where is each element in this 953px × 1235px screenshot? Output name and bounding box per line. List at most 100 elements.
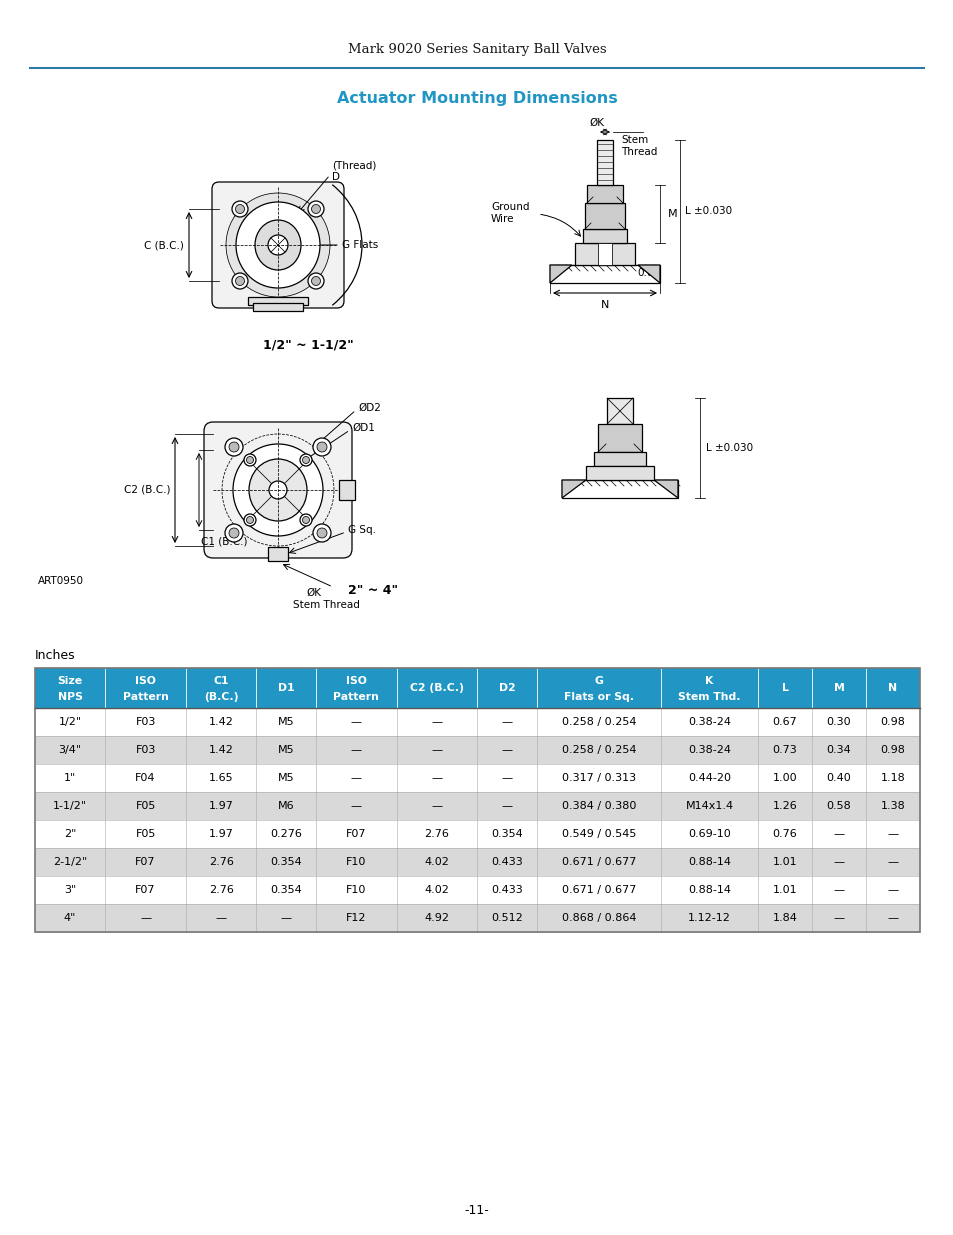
Bar xyxy=(758,820,811,848)
Text: 0.258 / 0.254: 0.258 / 0.254 xyxy=(561,718,636,727)
Text: 0.433: 0.433 xyxy=(491,885,522,895)
Text: Size: Size xyxy=(57,676,83,685)
Text: F04: F04 xyxy=(135,773,155,783)
Text: —: — xyxy=(350,773,361,783)
Text: Pattern: Pattern xyxy=(123,692,169,701)
Text: 1.00: 1.00 xyxy=(772,773,797,783)
Bar xyxy=(477,904,537,932)
Text: 0.58: 0.58 xyxy=(826,802,850,811)
Text: 0.671 / 0.677: 0.671 / 0.677 xyxy=(561,857,636,867)
Text: —: — xyxy=(833,885,843,895)
Bar xyxy=(537,820,660,848)
Text: 0.512: 0.512 xyxy=(491,913,522,923)
Circle shape xyxy=(299,514,312,526)
Bar xyxy=(537,708,660,736)
Text: F07: F07 xyxy=(135,885,155,895)
Circle shape xyxy=(302,516,309,524)
Bar xyxy=(315,848,396,876)
Bar xyxy=(575,243,635,266)
Bar xyxy=(315,668,396,708)
Text: 3/4": 3/4" xyxy=(58,745,82,755)
Text: 0.38-24: 0.38-24 xyxy=(687,745,730,755)
Bar xyxy=(585,466,654,480)
Bar xyxy=(396,848,477,876)
Bar xyxy=(537,904,660,932)
Text: 0.88-14: 0.88-14 xyxy=(687,885,730,895)
Ellipse shape xyxy=(233,445,323,536)
Text: —: — xyxy=(501,745,512,755)
Text: G: G xyxy=(594,676,602,685)
Text: Stem Thread: Stem Thread xyxy=(293,600,359,610)
Circle shape xyxy=(316,529,327,538)
Ellipse shape xyxy=(235,203,319,288)
Text: 0.98: 0.98 xyxy=(880,745,904,755)
Bar xyxy=(865,668,919,708)
Bar xyxy=(477,668,537,708)
Text: 0.354: 0.354 xyxy=(491,829,522,839)
Text: 2.76: 2.76 xyxy=(424,829,449,839)
Bar xyxy=(396,820,477,848)
Text: 0.44-20: 0.44-20 xyxy=(687,773,730,783)
Bar xyxy=(256,792,315,820)
Bar xyxy=(811,668,865,708)
Bar xyxy=(660,792,758,820)
Circle shape xyxy=(229,529,239,538)
Bar xyxy=(186,764,256,792)
Text: L ±0.030: L ±0.030 xyxy=(705,443,752,453)
Bar xyxy=(477,848,537,876)
Text: 2-1/2": 2-1/2" xyxy=(53,857,87,867)
Bar xyxy=(396,668,477,708)
Bar xyxy=(597,140,613,185)
Text: 1.42: 1.42 xyxy=(209,745,233,755)
Text: Thread: Thread xyxy=(620,147,657,157)
Bar xyxy=(396,876,477,904)
Bar xyxy=(253,303,303,311)
Bar xyxy=(256,764,315,792)
Circle shape xyxy=(235,205,244,214)
Bar xyxy=(35,848,105,876)
Text: N: N xyxy=(600,300,609,310)
Circle shape xyxy=(232,201,248,217)
Text: D2: D2 xyxy=(498,683,515,693)
Circle shape xyxy=(302,457,309,463)
Bar xyxy=(477,708,537,736)
FancyBboxPatch shape xyxy=(204,422,352,558)
Bar xyxy=(660,764,758,792)
Text: G Flats: G Flats xyxy=(341,240,377,249)
Text: —: — xyxy=(350,718,361,727)
Text: 2.76: 2.76 xyxy=(209,857,233,867)
Bar xyxy=(811,764,865,792)
Bar xyxy=(338,480,355,500)
Bar xyxy=(550,266,659,283)
Bar xyxy=(865,736,919,764)
Bar xyxy=(660,668,758,708)
Text: 0.88-14: 0.88-14 xyxy=(687,857,730,867)
Text: —: — xyxy=(431,718,442,727)
Bar xyxy=(594,452,645,466)
Bar xyxy=(396,792,477,820)
Circle shape xyxy=(235,277,244,285)
Bar xyxy=(758,792,811,820)
Bar xyxy=(35,708,105,736)
Circle shape xyxy=(316,442,327,452)
Text: F10: F10 xyxy=(346,885,366,895)
Bar xyxy=(105,736,186,764)
Circle shape xyxy=(244,514,255,526)
Bar xyxy=(660,848,758,876)
Text: 4.02: 4.02 xyxy=(424,885,449,895)
Text: —: — xyxy=(431,773,442,783)
Bar xyxy=(537,876,660,904)
Bar xyxy=(598,424,641,452)
Text: 0.258 / 0.254: 0.258 / 0.254 xyxy=(561,745,636,755)
Bar xyxy=(256,668,315,708)
Text: Flats or Sq.: Flats or Sq. xyxy=(563,692,633,701)
Bar xyxy=(477,792,537,820)
Bar xyxy=(477,876,537,904)
Bar xyxy=(105,708,186,736)
Text: 1.42: 1.42 xyxy=(209,718,233,727)
Text: L: L xyxy=(781,683,788,693)
Bar xyxy=(758,764,811,792)
Circle shape xyxy=(226,193,330,296)
Bar xyxy=(865,820,919,848)
Circle shape xyxy=(308,201,324,217)
